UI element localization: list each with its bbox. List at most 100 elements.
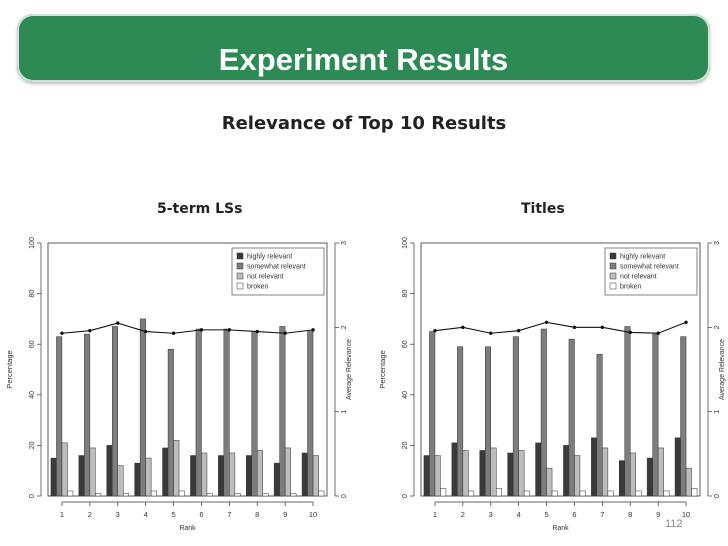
bar-highly [507,452,514,497]
x-tick-label: 1 [433,510,437,519]
bar-not [546,467,553,497]
legend-swatch-somewhat [236,262,244,270]
plot-frame [47,242,328,497]
bar-somewhat [195,328,202,497]
bar-not [201,452,208,497]
bar-broken [206,493,213,497]
y2-tick-label: 2 [714,325,721,329]
bar-broken [551,490,558,497]
bar-broken [579,490,586,497]
y-tick-label: 0 [402,494,409,498]
bar-broken [440,488,447,497]
legend-entry-not: not relevant [247,274,284,281]
average-relevance-point [116,321,120,325]
x-tick-label: 10 [309,510,317,519]
y-tick-label: 100 [402,237,409,249]
bar-highly [619,460,625,497]
bar-not [257,450,263,497]
bar-somewhat [512,336,519,497]
average-relevance-point [143,329,148,334]
bar-not [145,457,152,497]
average-relevance-point [628,330,632,335]
legend-swatch-broken [609,282,617,290]
x-tick-label: 8 [255,510,259,519]
x-tick-label: 5 [171,510,175,519]
legend-swatch-somewhat [609,262,617,270]
bar-somewhat [568,338,575,497]
bar-broken [234,493,241,497]
bar-not [434,455,441,497]
bar-highly [78,455,85,497]
x-tick-label: 9 [656,510,660,519]
bar-highly [246,455,252,497]
x-tick-label: 6 [199,510,203,519]
bar-somewhat [596,354,603,497]
legend-entry-highly: highly relevant [247,254,292,261]
legend-entry-broken: broken [247,284,269,291]
y-tick-label: 100 [29,237,36,249]
bar-not [229,452,236,497]
plot-frame [420,242,701,497]
average-relevance-point [600,325,605,330]
y2-tick-label: 1 [714,410,721,414]
bar-highly [50,457,57,497]
y-tick-label: 80 [402,290,409,298]
bar-not [61,442,68,497]
x-tick-label: 3 [489,510,493,519]
bar-broken [496,488,502,497]
legend-entry-somewhat: somewhat relevant [620,264,679,271]
x-tick-label: 3 [116,510,120,519]
x-tick-label: 2 [461,510,465,519]
bar-highly [162,447,169,497]
bar-somewhat [624,326,631,497]
x-tick-label: 9 [283,510,287,519]
x-axis-label: Rank [179,525,196,532]
bar-somewhat [56,336,63,497]
x-tick-label: 10 [682,510,690,519]
average-relevance-point [311,328,315,332]
bar-not [518,450,525,497]
bar-not [685,467,692,497]
bar-somewhat [279,326,286,497]
y-axis-label: Percentage [378,350,387,388]
chart-title-right: Titles [521,201,565,217]
bar-broken [607,490,614,497]
bar-highly [646,457,653,497]
average-relevance-point [283,331,287,335]
slide-subtitle: Relevance of Top 10 Results [221,113,507,134]
bar-highly [563,445,570,497]
bar-somewhat [223,328,230,497]
average-relevance-point [199,328,204,332]
average-relevance-point [255,329,259,334]
y-tick-label: 20 [29,441,36,449]
x-tick-label: 1 [60,510,64,519]
bar-highly [535,442,542,497]
legend-box [231,247,325,296]
legend-swatch-broken [236,282,244,290]
bar-highly [423,455,430,497]
bar-not [173,440,180,497]
y-tick-label: 20 [402,441,409,449]
y-tick-label: 40 [29,391,36,399]
legend-swatch-not [609,272,617,280]
y2-tick-label: 3 [714,241,721,245]
bar-highly [106,445,113,497]
bar-broken [150,490,157,497]
x-tick-label: 5 [544,510,548,519]
chart-title-left: 5-term LSs [157,201,243,217]
bar-broken [290,493,297,497]
y-tick-label: 0 [29,494,36,498]
bar-somewhat [652,333,659,497]
y-axis-label: Percentage [5,350,14,388]
x-tick-label: 4 [144,510,148,519]
y2-tick-label: 2 [341,325,348,329]
bar-somewhat [251,331,258,497]
bar-broken [123,493,129,497]
bar-broken [523,490,530,497]
bar-not [312,455,319,497]
x-tick-label: 7 [600,510,604,519]
legend-entry-not: not relevant [620,274,657,281]
y2-tick-label: 3 [341,241,348,245]
bar-highly [273,462,280,497]
bar-highly [591,437,598,497]
